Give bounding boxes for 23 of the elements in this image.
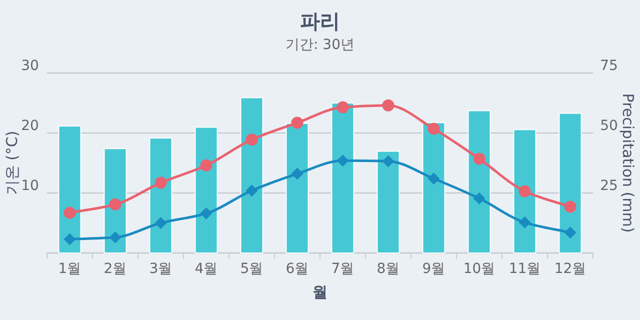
x-tick-label: 7월 <box>331 261 354 277</box>
x-tick-label: 1월 <box>58 261 82 277</box>
x-tick-label: 6월 <box>286 261 309 277</box>
x-tick-label: 2월 <box>104 261 127 277</box>
x-tick-label: 5월 <box>240 261 264 277</box>
x-tick-label: 12월 <box>554 261 586 277</box>
y2-axis-title: Precipitation (mm) <box>619 93 637 233</box>
x-axis-title: 월 <box>312 283 328 301</box>
y-tick-label: 30 <box>21 58 39 74</box>
y-tick-label: 20 <box>21 118 39 134</box>
x-tick-label: 4월 <box>194 261 218 277</box>
x-tick-label: 3월 <box>149 261 172 277</box>
x-tick-label: 8월 <box>376 261 400 277</box>
y-axis-title: 기온 (°C) <box>3 130 21 196</box>
chart-subtitle: 기간: 30년 <box>286 37 354 53</box>
y-tick-label: 10 <box>21 178 39 194</box>
x-tick-label: 9월 <box>422 261 446 277</box>
y2-tick-label: 50 <box>600 118 618 134</box>
y2-tick-label: 25 <box>600 178 618 194</box>
chart-title: 파리 <box>300 9 340 33</box>
x-tick-label: 11월 <box>508 261 541 277</box>
y2-tick-label: 75 <box>600 58 618 74</box>
x-tick-label: 10월 <box>463 261 496 277</box>
